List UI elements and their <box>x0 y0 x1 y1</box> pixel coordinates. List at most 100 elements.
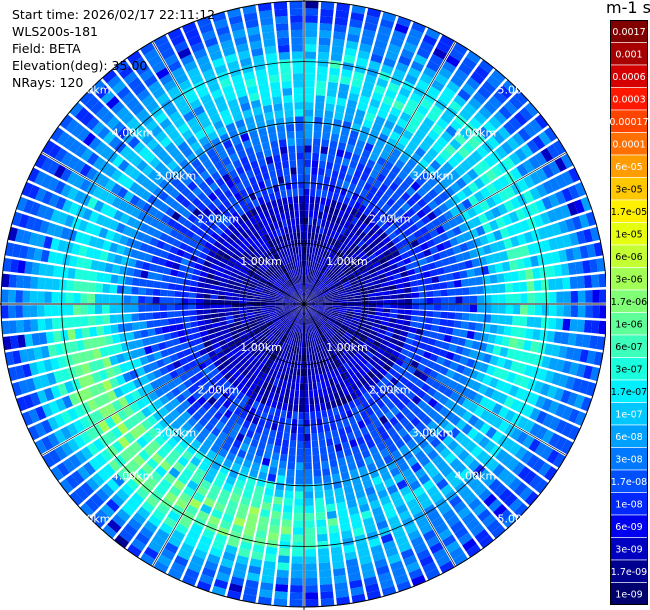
gate-cell <box>325 322 332 329</box>
gate-cell <box>411 192 422 203</box>
gate-cell <box>360 188 369 198</box>
gate-cell <box>392 528 406 540</box>
gate-cell <box>332 192 340 201</box>
gate-cell <box>131 277 140 286</box>
gate-cell <box>225 351 234 359</box>
gate-cell <box>253 340 261 348</box>
gate-cell <box>282 512 293 521</box>
gate-cell <box>209 416 219 427</box>
gate-cell <box>237 50 251 60</box>
gate-cell <box>515 208 526 221</box>
gate-cell <box>514 502 529 518</box>
gate-cell <box>260 299 269 302</box>
gate-cell <box>159 136 172 148</box>
gate-cell <box>360 125 371 136</box>
gate-cell <box>316 381 322 390</box>
gate-cell <box>391 396 401 406</box>
gate-cell <box>195 298 204 304</box>
gate-cell <box>237 343 246 351</box>
gate-cell <box>540 211 551 225</box>
gate-cell <box>316 218 322 227</box>
gate-cell <box>212 207 222 217</box>
gate-cell <box>466 389 478 401</box>
gate-cell <box>331 429 339 438</box>
gate-cell <box>554 403 567 418</box>
gate-cell <box>113 386 124 399</box>
gate-cell <box>46 372 57 386</box>
gate-cell <box>326 191 334 200</box>
gate-cell <box>344 258 353 266</box>
gate-cell <box>598 320 606 335</box>
gate-cell <box>242 4 257 15</box>
gate-cell <box>499 369 510 381</box>
gate-cell <box>432 207 443 217</box>
gate-cell <box>561 405 573 421</box>
gate-cell <box>242 436 252 446</box>
gate-cell <box>8 305 16 319</box>
gate-cell <box>157 41 172 54</box>
gate-cell <box>243 527 256 537</box>
gate-cell <box>252 54 265 64</box>
gate-cell <box>583 228 594 243</box>
gate-cell <box>152 296 160 304</box>
gate-cell <box>410 181 421 192</box>
gate-cell <box>60 167 73 182</box>
gate-cell <box>327 252 333 261</box>
gate-cell <box>246 298 254 302</box>
gate-cell <box>147 540 163 554</box>
gate-cell <box>361 330 370 337</box>
gate-cell <box>427 449 439 461</box>
gate-cell <box>158 418 170 429</box>
gate-cell <box>196 580 212 592</box>
gate-cell <box>260 17 274 26</box>
gate-cell <box>475 225 486 237</box>
gate-cell <box>444 452 457 465</box>
gate-cell <box>535 410 548 425</box>
gate-cell <box>422 66 437 79</box>
gate-cell <box>324 309 332 313</box>
gate-cell <box>102 304 110 314</box>
gate-cell <box>177 215 187 225</box>
gate-cell <box>479 409 491 422</box>
gate-cell <box>529 407 541 421</box>
gate-cell <box>384 119 395 131</box>
gate-cell <box>232 159 242 169</box>
gate-cell <box>407 67 421 79</box>
gate-cell <box>242 419 251 429</box>
gate-cell <box>294 284 299 292</box>
gate-cell <box>261 309 269 313</box>
gate-cell <box>219 183 229 193</box>
gate-cell <box>125 331 135 341</box>
gate-cell <box>197 281 206 288</box>
gate-cell <box>185 504 199 516</box>
gate-cell <box>207 202 217 212</box>
gate-cell <box>259 9 273 19</box>
gate-cell <box>324 489 334 498</box>
gate-cell <box>514 90 529 106</box>
gate-cell <box>346 240 354 248</box>
gate-cell <box>105 367 116 379</box>
gate-cell <box>349 278 357 284</box>
gate-cell <box>47 177 60 192</box>
gate-cell <box>436 136 449 148</box>
gate-cell <box>445 351 455 361</box>
gate-cell <box>60 368 71 381</box>
gate-cell <box>334 268 342 275</box>
gate-cell <box>463 492 477 506</box>
gate-cell <box>351 445 361 455</box>
gate-cell <box>390 406 401 416</box>
gate-cell <box>284 336 290 344</box>
gate-cell <box>342 61 354 71</box>
gate-cell <box>237 257 246 265</box>
gate-cell <box>345 189 354 199</box>
gate-cell <box>29 362 39 376</box>
gate-cell <box>427 338 437 346</box>
gate-cell <box>429 228 439 238</box>
gate-cell <box>298 195 304 204</box>
gate-cell <box>349 438 358 448</box>
gate-cell <box>439 447 452 459</box>
gate-cell <box>386 197 396 208</box>
gate-cell <box>337 90 349 100</box>
gate-cell <box>40 345 50 359</box>
gate-cell <box>297 433 304 442</box>
